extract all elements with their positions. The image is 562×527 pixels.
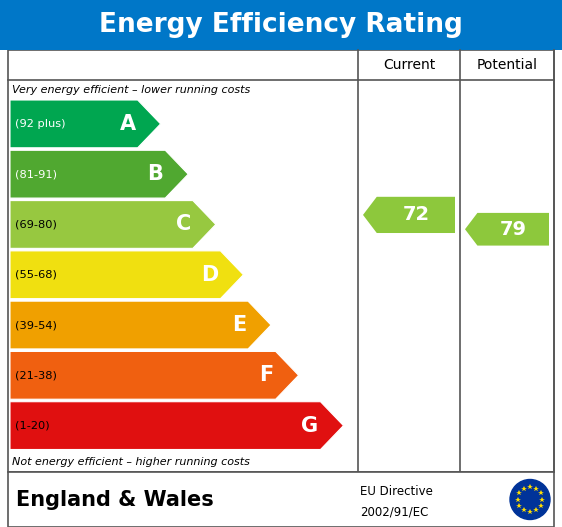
Text: D: D bbox=[201, 265, 219, 285]
Text: (55-68): (55-68) bbox=[15, 270, 57, 280]
Text: Current: Current bbox=[383, 58, 435, 72]
Polygon shape bbox=[363, 197, 455, 233]
Polygon shape bbox=[10, 100, 161, 148]
Text: 79: 79 bbox=[500, 220, 527, 239]
Polygon shape bbox=[10, 352, 298, 399]
Text: Energy Efficiency Rating: Energy Efficiency Rating bbox=[99, 12, 463, 38]
Polygon shape bbox=[10, 201, 216, 248]
Text: (81-91): (81-91) bbox=[15, 169, 57, 179]
Text: England & Wales: England & Wales bbox=[16, 490, 214, 510]
Text: F: F bbox=[260, 365, 274, 385]
Bar bbox=[0, 0, 562, 50]
Circle shape bbox=[510, 480, 550, 520]
Text: A: A bbox=[120, 114, 135, 134]
Text: 72: 72 bbox=[402, 206, 429, 225]
Text: EU Directive: EU Directive bbox=[360, 485, 433, 497]
Bar bbox=[8, 50, 554, 472]
Text: (1-20): (1-20) bbox=[15, 421, 49, 431]
Text: 2002/91/EC: 2002/91/EC bbox=[360, 505, 428, 518]
Text: Very energy efficient – lower running costs: Very energy efficient – lower running co… bbox=[12, 85, 250, 95]
Text: B: B bbox=[147, 164, 163, 184]
Polygon shape bbox=[10, 251, 243, 299]
Text: C: C bbox=[175, 214, 191, 235]
Text: (21-38): (21-38) bbox=[15, 370, 57, 380]
Text: (92 plus): (92 plus) bbox=[15, 119, 66, 129]
Text: Potential: Potential bbox=[477, 58, 537, 72]
Polygon shape bbox=[465, 213, 549, 246]
Polygon shape bbox=[10, 301, 271, 349]
Text: Not energy efficient – higher running costs: Not energy efficient – higher running co… bbox=[12, 457, 250, 467]
Text: (39-54): (39-54) bbox=[15, 320, 57, 330]
Text: (69-80): (69-80) bbox=[15, 219, 57, 229]
Polygon shape bbox=[10, 402, 343, 450]
Polygon shape bbox=[10, 150, 188, 198]
Bar bbox=[8, 472, 554, 527]
Text: E: E bbox=[232, 315, 246, 335]
Text: G: G bbox=[301, 416, 319, 436]
